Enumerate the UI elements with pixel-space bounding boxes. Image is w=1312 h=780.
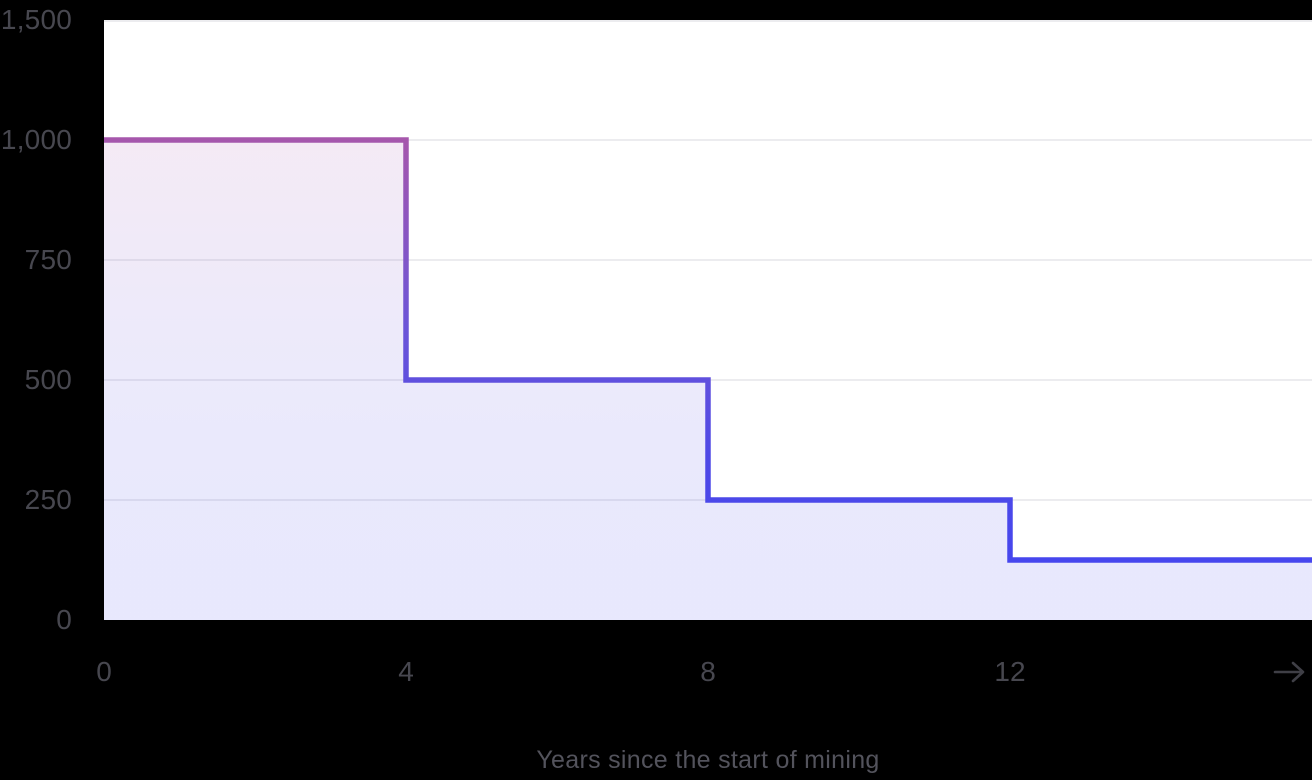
y-tick-label: 0 — [56, 604, 72, 635]
x-tick-label: 8 — [700, 656, 716, 687]
x-axis-arrow-icon — [1273, 661, 1305, 683]
y-tick-label: 250 — [24, 484, 72, 515]
x-tick-label: 0 — [96, 656, 112, 687]
x-tick-label: 12 — [994, 656, 1026, 687]
y-tick-label: 500 — [24, 364, 72, 395]
y-tick-label: 1,000 — [0, 124, 72, 155]
y-tick-label: 1,500 — [0, 4, 72, 35]
x-tick-label: 4 — [398, 656, 414, 687]
x-axis-title: Years since the start of mining — [536, 746, 880, 774]
y-tick-label: 750 — [24, 244, 72, 275]
reward-step-line — [104, 137, 1312, 563]
